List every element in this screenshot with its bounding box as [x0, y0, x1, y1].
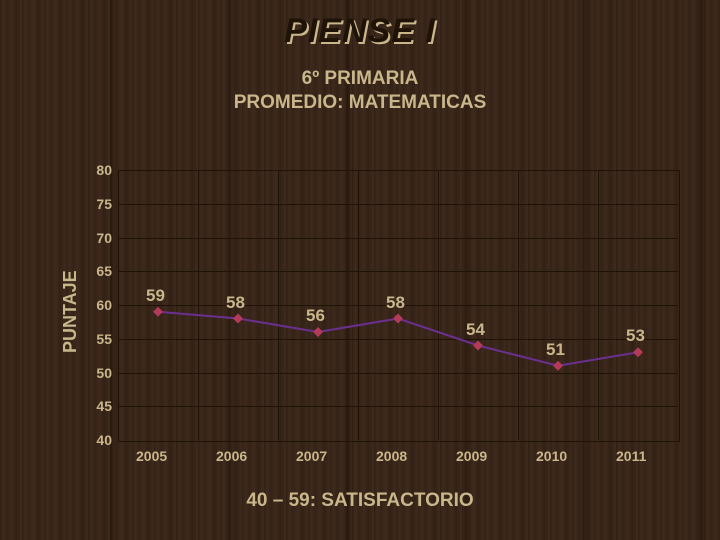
- data-label: 58: [386, 293, 405, 313]
- data-marker: [633, 347, 643, 357]
- data-marker: [473, 341, 483, 351]
- series-svg: [0, 0, 720, 540]
- data-marker: [153, 307, 163, 317]
- data-label: 56: [306, 306, 325, 326]
- data-marker: [393, 314, 403, 324]
- data-label: 58: [226, 293, 245, 313]
- data-marker: [233, 314, 243, 324]
- footer-legend: 40 – 59: SATISFACTORIO: [0, 490, 720, 512]
- data-label: 54: [466, 320, 485, 340]
- data-marker: [313, 327, 323, 337]
- data-label: 59: [146, 286, 165, 306]
- line-chart: 4045505560657075802005200620072008200920…: [0, 0, 720, 540]
- data-label: 51: [546, 340, 565, 360]
- data-label: 53: [626, 326, 645, 346]
- data-marker: [553, 361, 563, 371]
